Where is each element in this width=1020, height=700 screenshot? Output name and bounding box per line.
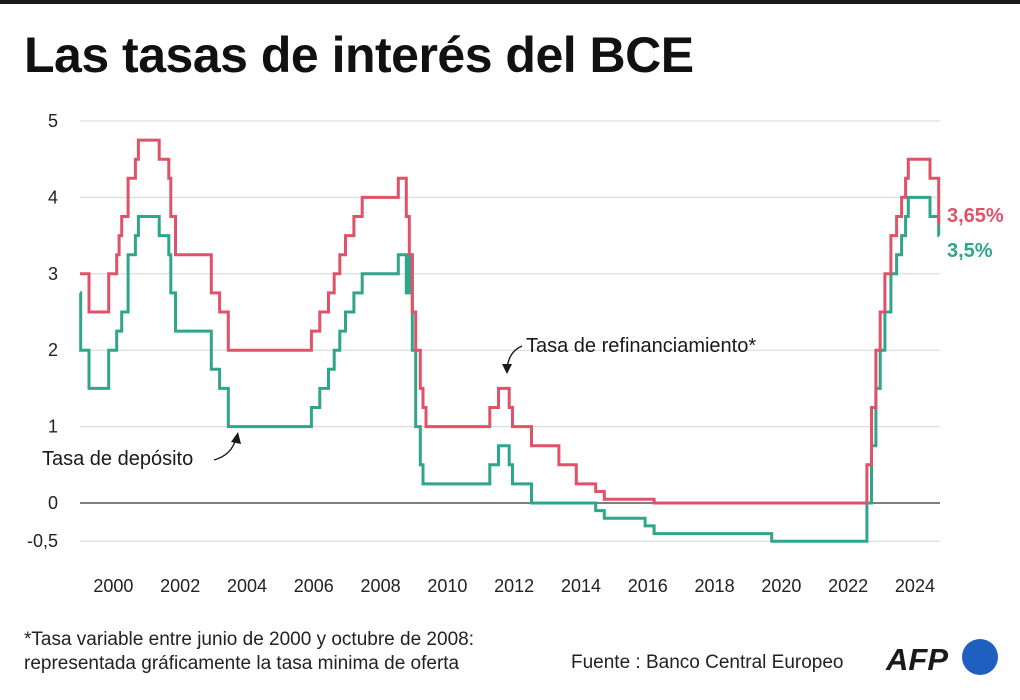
afp-logo: AFP — [885, 639, 998, 677]
x-tick-label: 2018 — [695, 576, 735, 596]
deposit-end-label: 3,5% — [947, 240, 993, 262]
x-tick-label: 2024 — [895, 576, 935, 596]
x-tick-label: 2016 — [628, 576, 668, 596]
y-tick-label: 0 — [48, 493, 58, 513]
y-tick-label: -0,5 — [27, 531, 58, 551]
refi-end-label: 3,65% — [947, 205, 1004, 227]
afp-logo-circle — [962, 639, 998, 675]
x-tick-label: 2000 — [93, 576, 133, 596]
y-tick-label: 3 — [48, 264, 58, 284]
y-tick-label: 4 — [48, 187, 58, 207]
y-tick-label: 2 — [48, 340, 58, 360]
top-rule — [0, 0, 1020, 4]
refi-rate-line — [80, 138, 941, 505]
chart-title: Las tasas de interés del BCE — [24, 27, 694, 83]
x-tick-label: 2006 — [294, 576, 334, 596]
x-tick-label: 2022 — [828, 576, 868, 596]
deposit-rate-line — [79, 195, 941, 543]
footnote-line-1: *Tasa variable entre junio de 2000 y oct… — [24, 629, 474, 650]
deposit-annotation: Tasa de depósito — [42, 448, 193, 470]
x-tick-label: 2020 — [761, 576, 801, 596]
y-tick-label: 5 — [48, 111, 58, 131]
x-tick-label: 2008 — [361, 576, 401, 596]
deposit-annotation-arrowhead — [231, 432, 241, 444]
x-tick-label: 2002 — [160, 576, 200, 596]
afp-logo-text: AFP — [885, 642, 948, 677]
x-tick-label: 2004 — [227, 576, 267, 596]
x-tick-label: 2010 — [427, 576, 467, 596]
footnote-line-2: representada gráficamente la tasa minima… — [24, 653, 460, 674]
footnote: *Tasa variable entre junio de 2000 y oct… — [24, 628, 474, 676]
refi-annotation-arrowhead — [502, 364, 512, 374]
refi-annotation: Tasa de refinanciamiento* — [526, 335, 756, 357]
source-credit: Fuente : Banco Central Europeo — [571, 652, 844, 673]
y-tick-label: 1 — [48, 417, 58, 437]
x-tick-label: 2014 — [561, 576, 601, 596]
x-tick-label: 2012 — [494, 576, 534, 596]
